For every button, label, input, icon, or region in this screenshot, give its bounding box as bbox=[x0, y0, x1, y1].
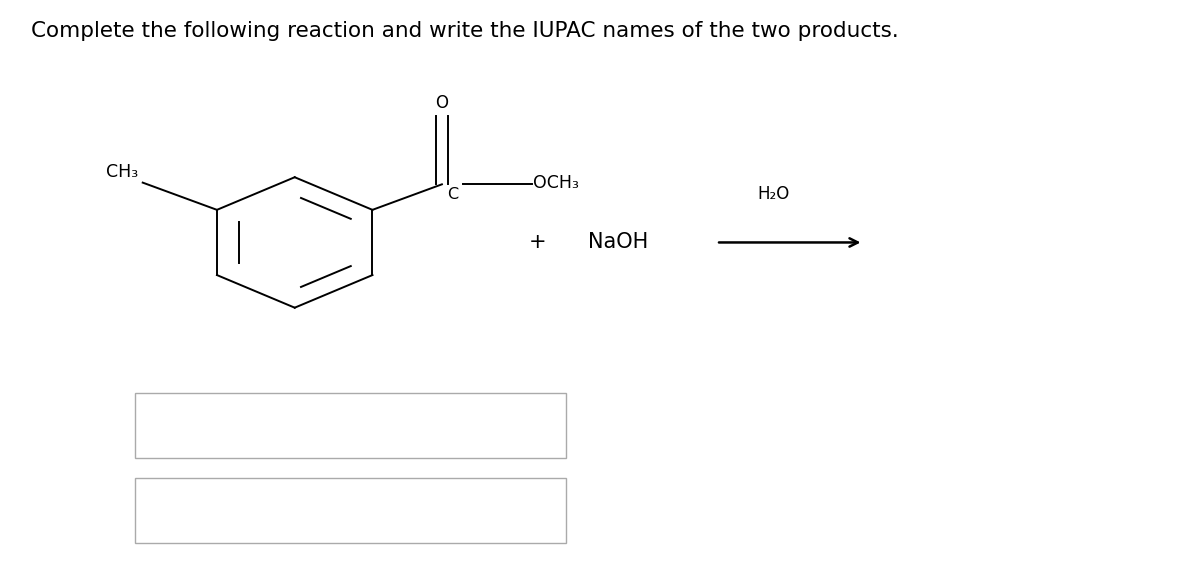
Text: CH₃: CH₃ bbox=[106, 163, 138, 181]
Text: H₂O: H₂O bbox=[757, 185, 790, 203]
Text: NaOH: NaOH bbox=[588, 233, 648, 253]
Text: O: O bbox=[436, 93, 449, 112]
Text: Complete the following reaction and write the IUPAC names of the two products.: Complete the following reaction and writ… bbox=[31, 21, 899, 41]
Text: C: C bbox=[446, 187, 458, 202]
Bar bbox=[136, 478, 566, 543]
Text: OCH₃: OCH₃ bbox=[533, 174, 578, 192]
Bar bbox=[136, 393, 566, 458]
Text: +: + bbox=[529, 233, 546, 253]
